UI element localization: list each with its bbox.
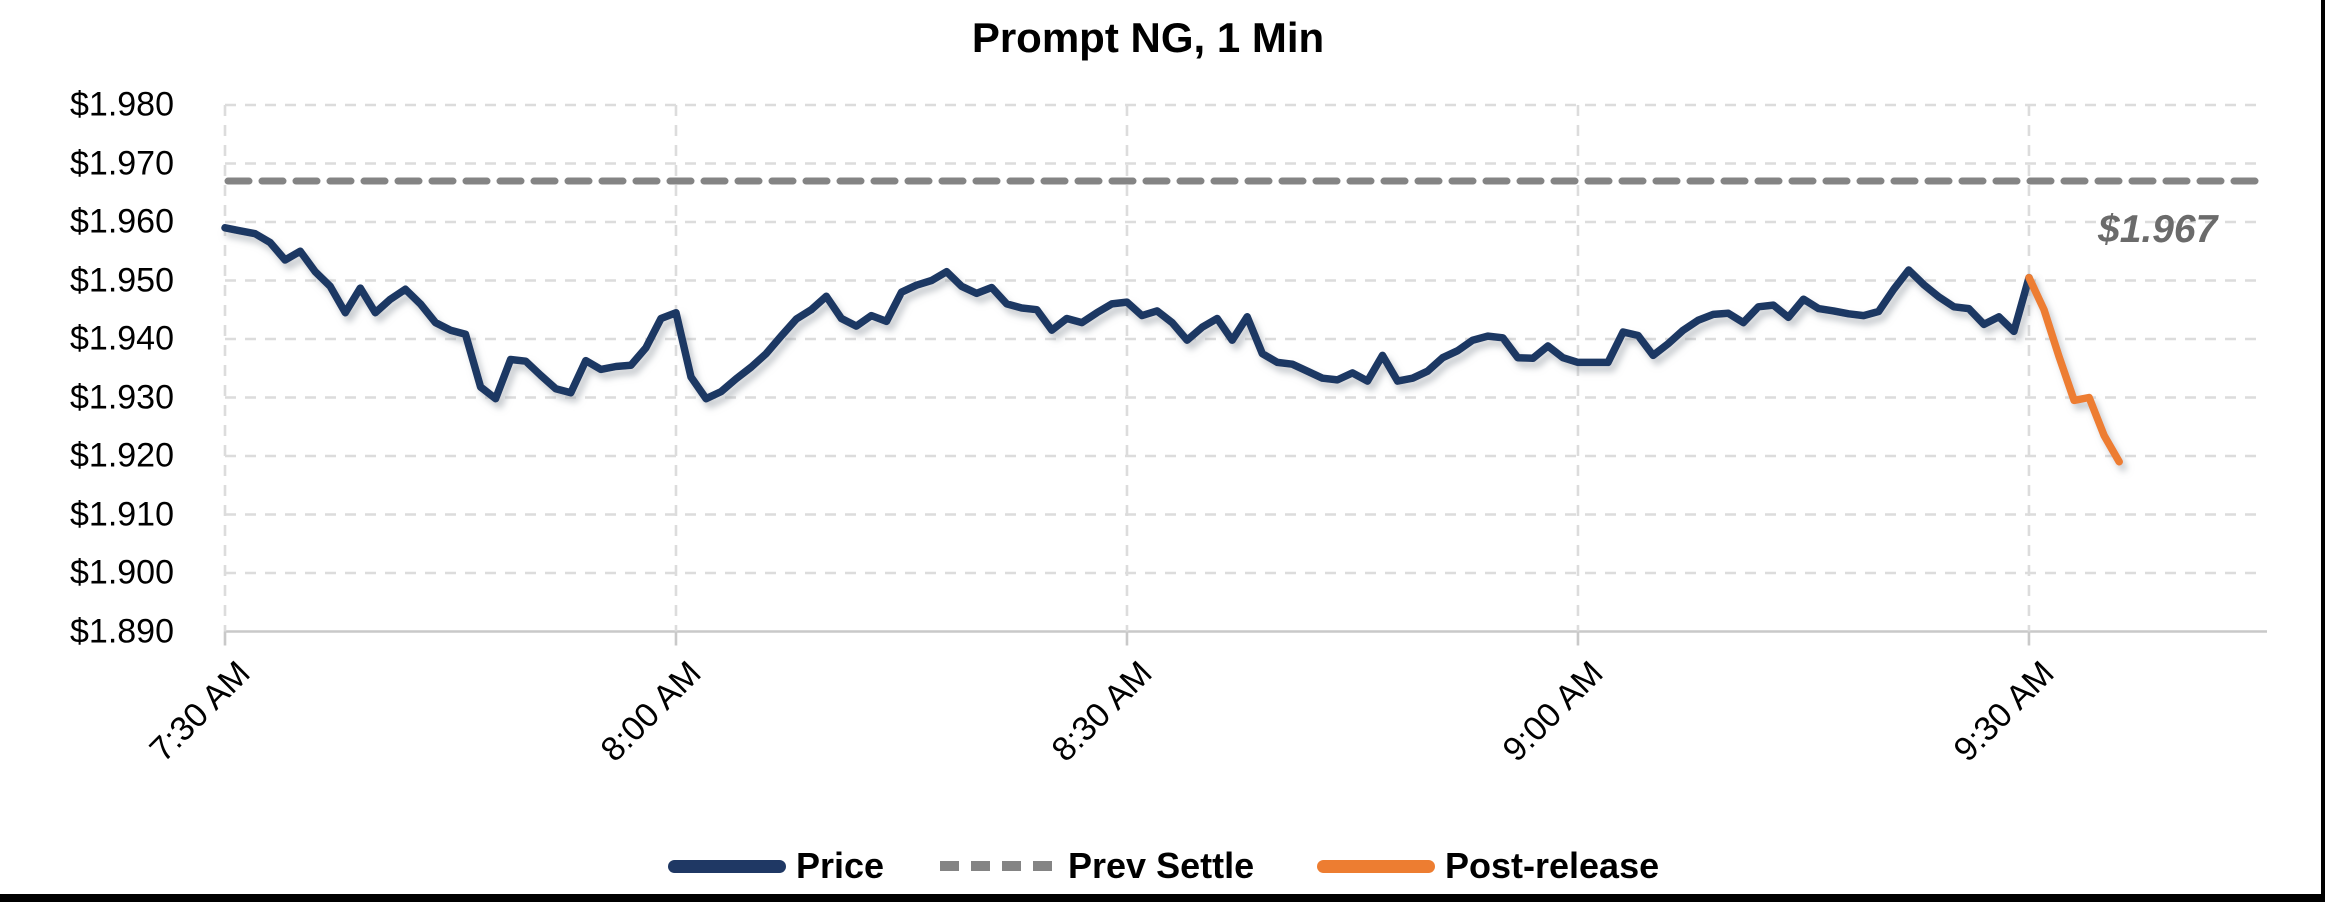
y-axis-tick-label: $1.930 [70,378,174,416]
post-release-line [2025,273,2123,466]
legend-item-price: Price [668,843,884,889]
legend-item-post-release: Post-release [1317,843,1659,889]
legend-item-prev-settle: Prev Settle [940,843,1254,889]
y-axis-tick-label: $1.890 [70,612,174,650]
y-axis-tick-label: $1.910 [70,495,174,533]
y-axis-tick-label: $1.920 [70,436,174,475]
legend-swatch [668,859,786,873]
y-axis-tick-label: $1.900 [70,553,174,592]
y-axis-tick-label: $1.980 [70,85,174,124]
legend-swatch [1317,859,1435,873]
frame-border-right [2321,0,2325,902]
y-axis-tick-label: $1.950 [70,261,174,299]
chart-title: Prompt NG, 1 Min [971,14,1325,61]
legend-swatch [940,861,1058,871]
frame-border-bottom [0,894,2325,902]
y-axis-tick-label: $1.970 [70,144,174,182]
price-line [221,224,2033,403]
prev-settle-annotation: $1.967 [2098,208,2218,251]
legend: Price Prev Settle Post-release [0,843,2325,889]
legend-label: Prev Settle [1068,845,1255,886]
y-axis-tick-label: $1.940 [70,319,174,358]
legend-label: Post-release [1445,845,1660,886]
legend-label: Price [796,845,885,886]
y-axis-tick-label: $1.960 [70,202,174,241]
